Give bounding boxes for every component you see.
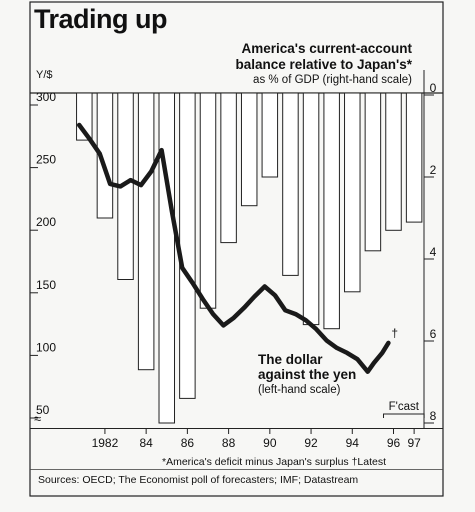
bar-1994 <box>344 92 361 293</box>
right-axis-subtitle: as % of GDP (right-hand scale) <box>253 74 412 86</box>
x-tick-label-1982: 1982 <box>92 436 119 450</box>
right-tick-label-4: 4 <box>430 245 437 259</box>
source-text: Sources: OECD; The Economist poll of for… <box>38 474 359 486</box>
left-tick-label-50: 50 <box>36 403 50 417</box>
left-tick-label-150: 150 <box>36 278 56 292</box>
right-tick-label-6: 6 <box>430 327 437 341</box>
x-tick-label-97: 97 <box>407 436 421 450</box>
left-tick-label-200: 200 <box>36 215 56 229</box>
bar-1986 <box>179 92 196 399</box>
right-tick-label-8: 8 <box>430 409 437 423</box>
x-tick-label-88: 88 <box>222 436 236 450</box>
x-tick-label-90: 90 <box>263 436 277 450</box>
x-tick-label-84: 84 <box>139 436 153 450</box>
left-axis-label: Y/$ <box>36 69 53 81</box>
bar-1992 <box>302 92 320 326</box>
source-divider <box>30 469 443 470</box>
bar-1993 <box>323 92 340 330</box>
left-tick-label-300: 300 <box>36 90 56 104</box>
bar-1991 <box>282 92 299 276</box>
forecast-label: F'cast <box>389 401 420 413</box>
x-tick-label-86: 86 <box>181 436 195 450</box>
left-tick-label-250: 250 <box>36 153 56 167</box>
bar-1988 <box>220 92 237 244</box>
right-axis-title-2: balance relative to Japan's* <box>235 57 412 72</box>
source-note: Sources: OECD; The Economist poll of for… <box>38 474 358 486</box>
x-axis-line <box>30 428 443 429</box>
x-tick-label-96: 96 <box>387 436 401 450</box>
bar-1997 <box>405 92 423 223</box>
line-sublabel: (left-hand scale) <box>258 384 341 396</box>
latest-marker: † <box>391 326 398 340</box>
footnote: *America's deficit minus Japan's surplus… <box>162 456 387 468</box>
forecast-bracket <box>383 413 425 418</box>
right-axis-title-1: America's current-account <box>241 41 412 56</box>
yen-line <box>76 122 391 374</box>
line-label-2: against the yen <box>258 367 356 382</box>
bar-1985 <box>158 92 176 424</box>
right-tick-label-2: 2 <box>430 163 437 177</box>
left-tick-label-100: 100 <box>36 340 56 354</box>
bar-1989 <box>240 92 258 207</box>
bar-1982 <box>96 92 114 219</box>
bar-1990 <box>261 92 279 178</box>
axis-break: ≈ <box>34 411 41 426</box>
bar-1984 <box>137 92 155 371</box>
right-tick-label-0: 0 <box>430 81 437 95</box>
bar-1995 <box>364 92 382 252</box>
chart-title: Trading up <box>34 4 168 34</box>
bar-1987 <box>199 92 217 309</box>
x-tick-label-92: 92 <box>304 436 318 450</box>
x-tick-label-94: 94 <box>346 436 360 450</box>
line-label-1: The dollar <box>258 352 323 367</box>
outer-border <box>29 1 444 497</box>
bar-1996 <box>385 92 402 231</box>
